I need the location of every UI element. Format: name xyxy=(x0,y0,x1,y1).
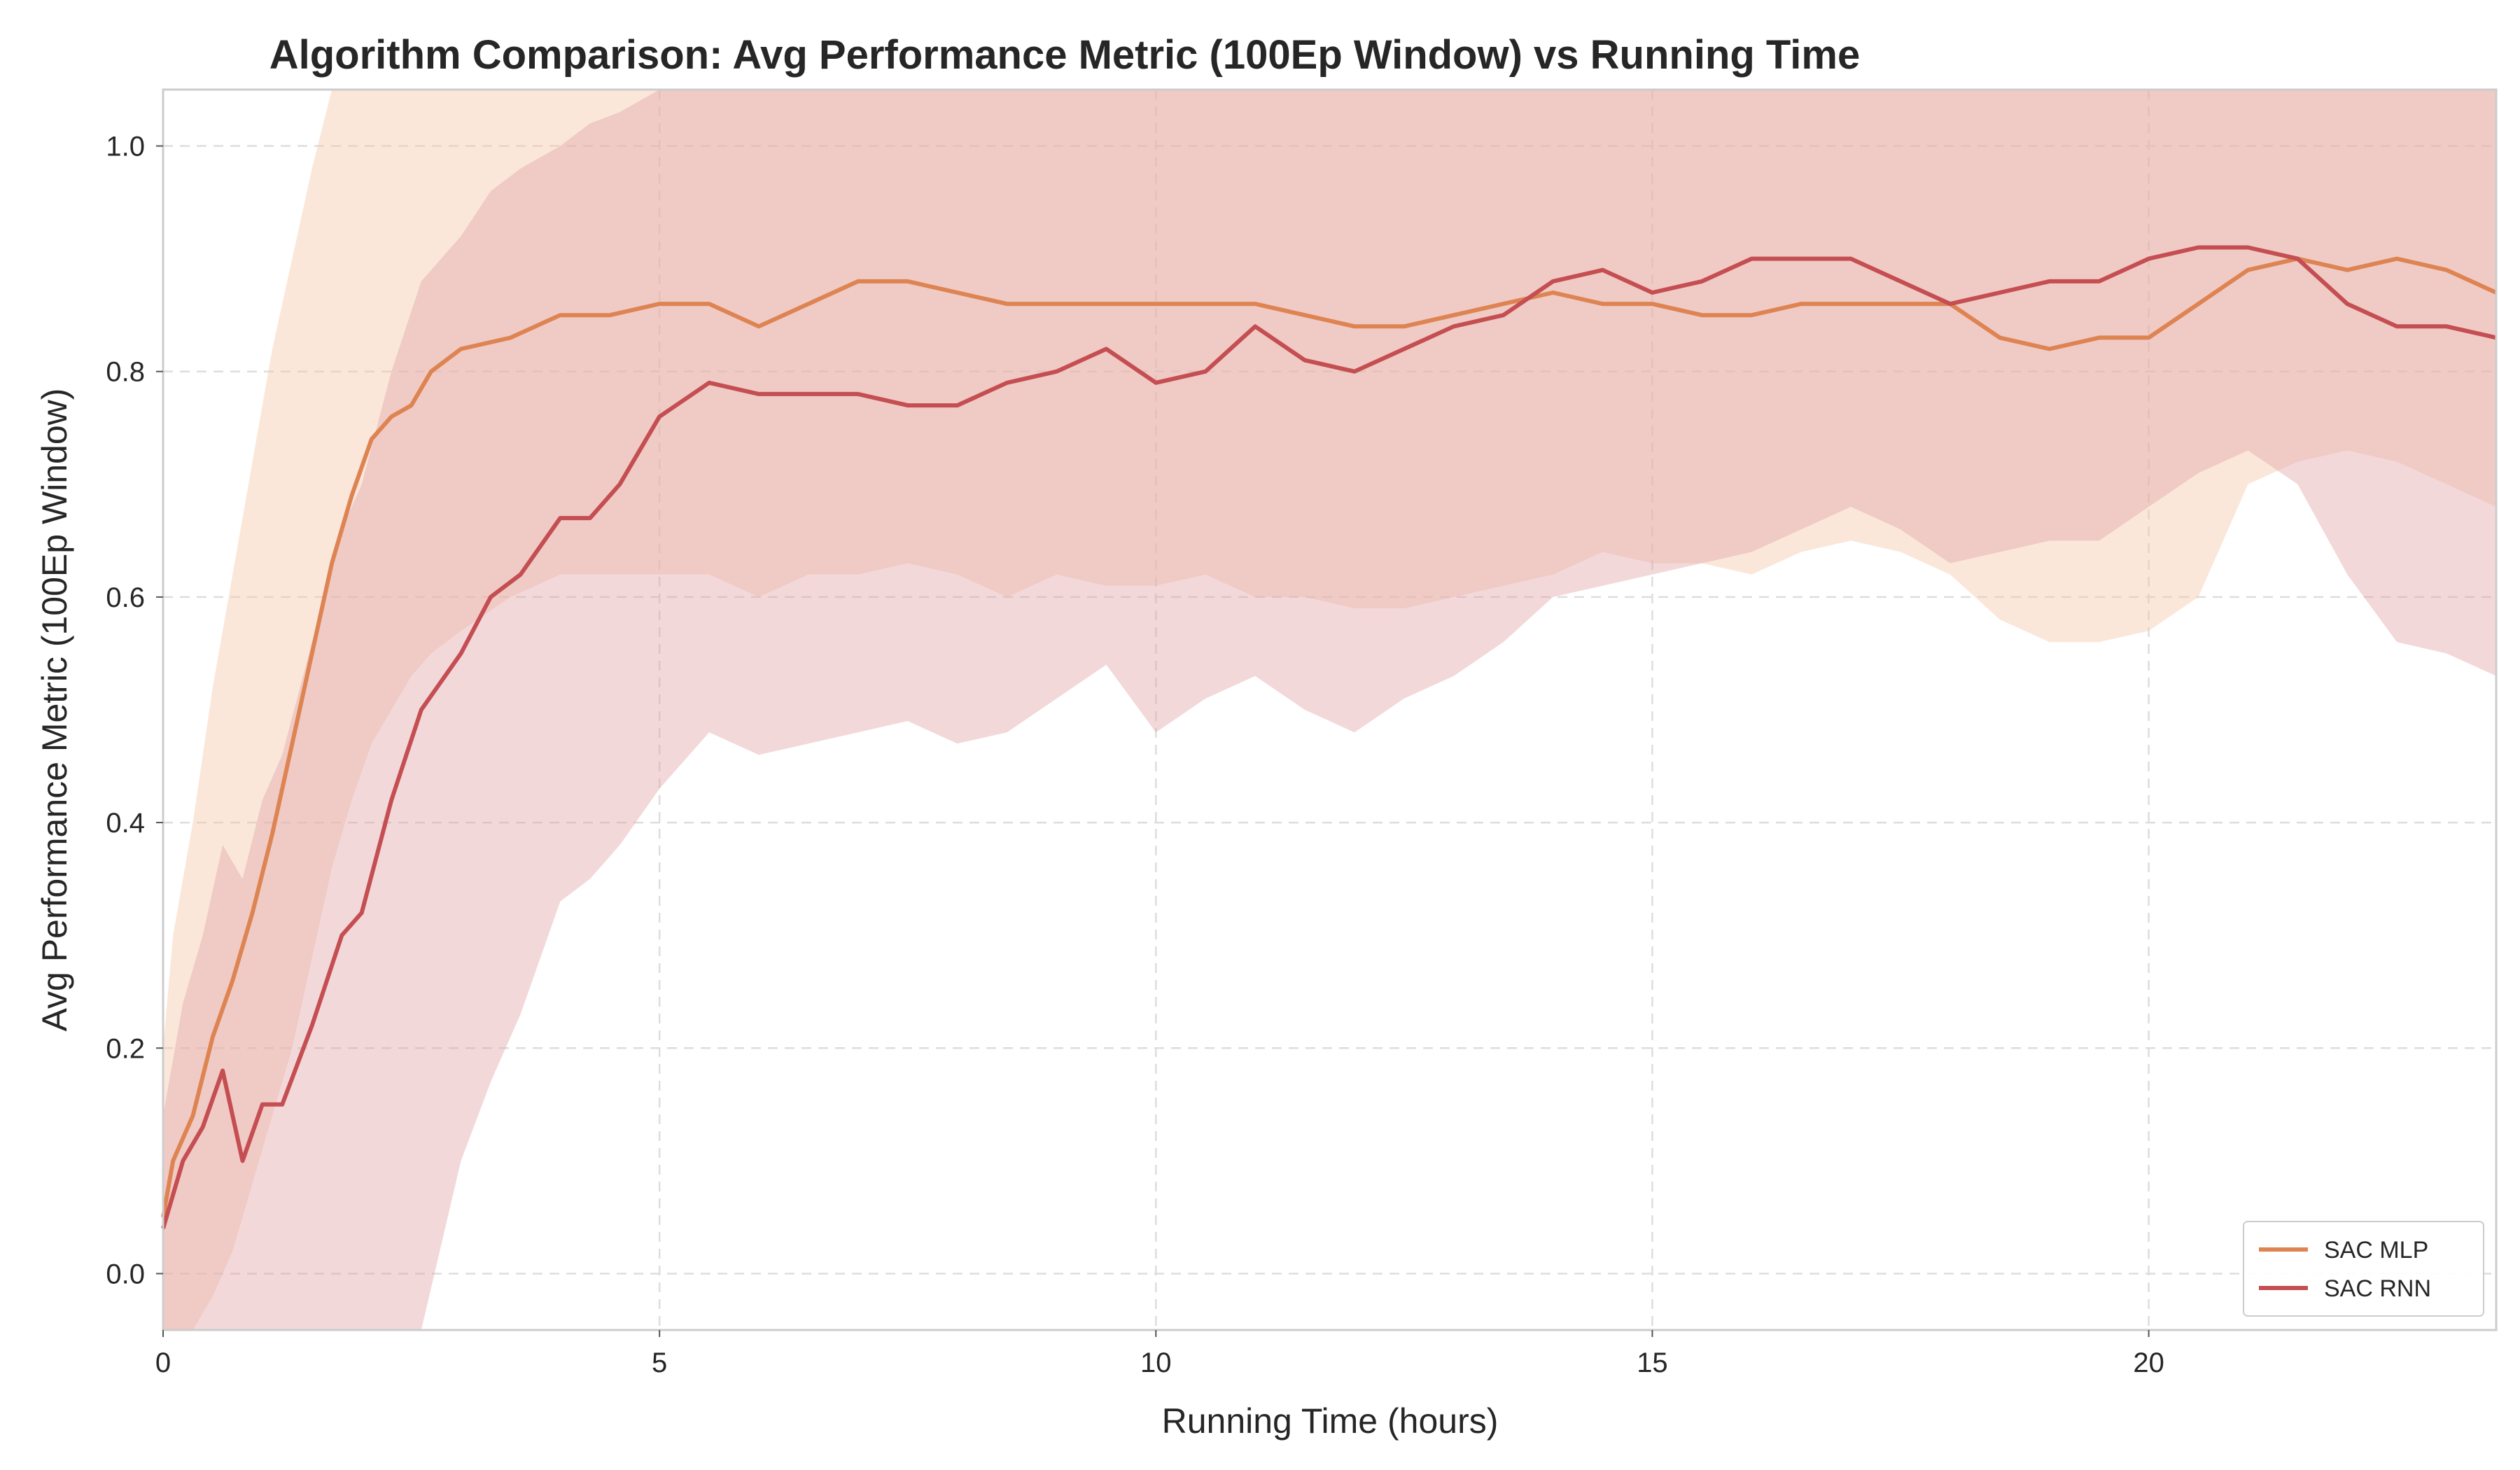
y-axis-ticks: 0.0 0.2 0.4 0.6 0.8 1.0 xyxy=(106,132,163,1289)
y-tick-label-1: 0.2 xyxy=(106,1033,145,1064)
y-tick-label-3: 0.6 xyxy=(106,582,145,613)
sac-mlp-band xyxy=(163,90,2496,1330)
plot-frame xyxy=(162,88,2498,1331)
x-tick-label-4: 20 xyxy=(2133,1348,2164,1378)
x-tick-label-1: 5 xyxy=(652,1348,667,1378)
legend-label-sac-mlp: SAC MLP xyxy=(2324,1237,2428,1264)
sac-mlp-line xyxy=(161,256,2498,1218)
sac-rnn-band xyxy=(163,90,2496,1330)
legend: SAC MLP SAC RNN xyxy=(2243,1221,2484,1317)
x-tick-label-0: 0 xyxy=(155,1348,171,1378)
legend-label-sac-rnn: SAC RNN xyxy=(2324,1275,2431,1302)
series-lines xyxy=(161,245,2498,1229)
y-tick-label-2: 0.4 xyxy=(106,808,145,839)
y-axis-label: Avg Performance Metric (100Ep Window) xyxy=(35,388,74,1032)
y-tick-label-0: 0.0 xyxy=(106,1259,145,1289)
chart-title: Algorithm Comparison: Avg Performance Me… xyxy=(270,32,1861,78)
y-tick-label-5: 1.0 xyxy=(106,132,145,162)
x-tick-label-3: 15 xyxy=(1637,1348,1668,1378)
y-tick-label-4: 0.8 xyxy=(106,357,145,388)
x-axis-label: Running Time (hours) xyxy=(1162,1401,1499,1441)
x-tick-label-2: 10 xyxy=(1140,1348,1172,1378)
confidence-bands xyxy=(163,90,2496,1330)
legend-box xyxy=(2243,1221,2484,1317)
sac-rnn-line xyxy=(161,245,2497,1229)
grid-lines xyxy=(162,90,2496,1330)
x-axis-ticks: 0 5 10 15 20 xyxy=(155,1330,2164,1378)
